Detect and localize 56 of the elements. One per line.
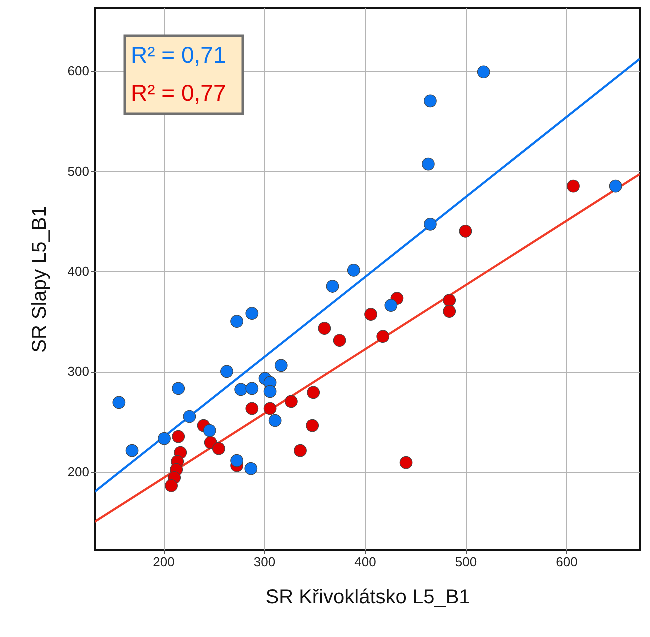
point — [203, 424, 216, 438]
y-tick-label: 200 — [68, 464, 90, 480]
annotation: R² = 0,71 — [131, 42, 226, 68]
point — [285, 395, 298, 408]
point — [220, 365, 234, 378]
point — [443, 305, 456, 318]
point — [294, 444, 307, 458]
point — [230, 454, 244, 468]
point — [264, 402, 277, 416]
point — [326, 280, 340, 293]
y-tick-label: 500 — [68, 164, 90, 179]
point — [567, 180, 580, 193]
point — [333, 334, 346, 348]
y-axis-title: SR Slapy L5_B1 — [28, 206, 51, 353]
x-tick-label: 500 — [455, 554, 478, 570]
point — [443, 294, 456, 307]
point — [307, 386, 320, 400]
point — [384, 299, 398, 312]
point — [609, 180, 622, 193]
point — [246, 307, 259, 320]
point — [212, 442, 226, 456]
x-tick-label: 400 — [354, 554, 376, 570]
point — [112, 396, 126, 410]
point — [376, 330, 390, 344]
point — [126, 444, 139, 458]
x-tick-label: 600 — [556, 554, 578, 570]
y-tick-label: 600 — [68, 64, 90, 79]
point — [246, 402, 259, 416]
point — [158, 432, 171, 446]
point — [264, 385, 277, 398]
point — [347, 264, 360, 277]
point — [244, 462, 258, 476]
x-tick-label: 200 — [153, 554, 175, 570]
point — [424, 94, 437, 108]
point — [459, 225, 472, 238]
point — [268, 414, 282, 428]
annotation: R² = 0,77 — [131, 80, 226, 106]
point — [274, 359, 288, 372]
point — [318, 322, 332, 336]
point — [424, 218, 437, 231]
point — [400, 456, 413, 470]
x-tick-label: 300 — [254, 554, 276, 570]
point — [234, 383, 248, 396]
x-axis-title: SR Křivoklátsko L5_B1 — [266, 586, 470, 608]
y-tick-label: 400 — [68, 264, 90, 279]
point — [172, 382, 186, 396]
point — [422, 158, 435, 171]
point — [172, 430, 186, 444]
point — [306, 419, 320, 432]
point — [230, 315, 244, 328]
point — [246, 382, 259, 396]
point — [165, 479, 178, 492]
y-tick-label: 300 — [68, 364, 90, 380]
point — [364, 308, 378, 321]
point — [477, 66, 490, 79]
point — [183, 410, 196, 424]
